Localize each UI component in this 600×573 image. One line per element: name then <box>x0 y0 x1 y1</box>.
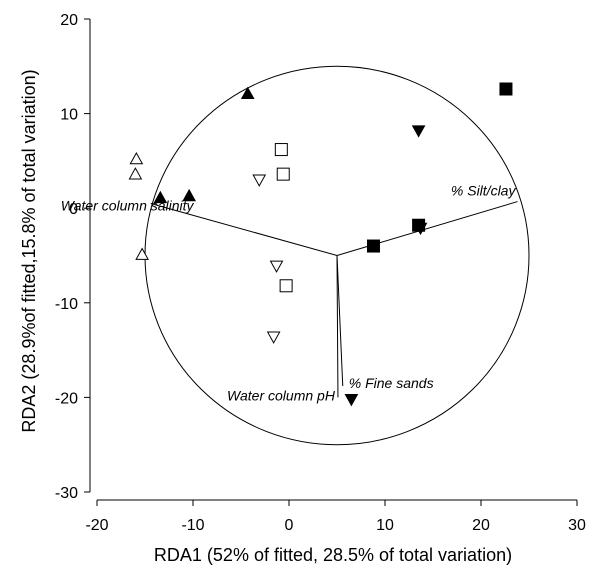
y-axis-title: RDA2 (28.9%of fitted,15.8% of total vari… <box>19 69 39 432</box>
filled-triangle-up-point <box>182 188 197 202</box>
vector-line <box>150 202 338 256</box>
vector-line <box>336 255 339 398</box>
x-tick-label: 10 <box>376 517 394 534</box>
x-tick-label: 30 <box>568 517 586 534</box>
filled-triangle-down-point <box>413 222 428 236</box>
vector-label: Water column salinity <box>61 197 195 213</box>
y-tick-label: -30 <box>55 485 78 502</box>
filled-square-point <box>366 239 380 253</box>
vector-label: % Fine sands <box>349 375 434 391</box>
open-square-point <box>276 167 290 181</box>
open-triangle-up-point <box>135 247 149 260</box>
vector-label: % Silt/clay <box>451 183 517 199</box>
y-tick-label: -10 <box>55 296 78 313</box>
filled-triangle-down-point <box>344 393 359 407</box>
x-tick-label: -20 <box>85 517 108 534</box>
points-layer <box>128 82 513 407</box>
axes: -30 -20 -10 0 10 20 -20 -10 0 10 20 30 <box>55 12 586 534</box>
y-tick-label: 20 <box>60 12 78 29</box>
open-triangle-down-point <box>252 174 267 187</box>
y-tick-label: 10 <box>60 107 78 124</box>
vector-layer: Water column salinity % Silt/clay Water co… <box>61 183 518 403</box>
open-triangle-up-point <box>128 167 143 180</box>
vector-label: Water column pH <box>227 387 336 403</box>
vector-line <box>336 255 344 387</box>
open-square-point <box>279 279 293 293</box>
filled-triangle-up-point <box>153 190 168 204</box>
y-tick-label: -20 <box>55 390 78 407</box>
x-axis-title: RDA1 (52% of fitted, 28.5% of total vari… <box>154 545 512 565</box>
x-tick-label: -10 <box>181 517 204 534</box>
x-tick-label: 20 <box>472 517 490 534</box>
filled-triangle-up-point <box>240 86 255 100</box>
open-triangle-down-point <box>269 260 284 273</box>
vector-line <box>336 201 518 256</box>
open-triangle-down-point <box>266 331 281 344</box>
open-triangle-up-point <box>129 151 144 165</box>
open-square-point <box>274 143 288 157</box>
filled-square-point <box>499 82 513 96</box>
filled-triangle-down-point <box>411 125 426 138</box>
y-tick-label: 0 <box>69 201 78 218</box>
x-tick-label: 0 <box>285 517 294 534</box>
